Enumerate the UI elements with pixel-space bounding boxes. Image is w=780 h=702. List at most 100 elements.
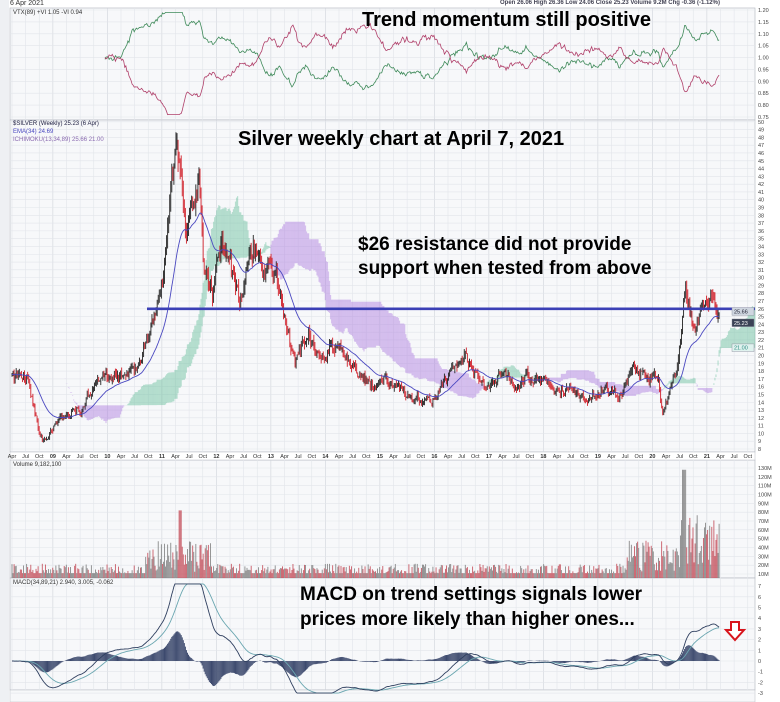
price-y-tick-label: 33 (758, 252, 764, 258)
price-y-tick-label: 38 (758, 213, 764, 219)
price-y-tick-label: 24 (758, 322, 764, 328)
x-tick-label: Apr (553, 454, 562, 460)
x-tick-label: Jul (131, 454, 138, 460)
price-y-tick-label: 36 (758, 229, 764, 235)
macd-y-tick-label: 2 (758, 638, 761, 644)
price-y-tick-label: 15 (758, 392, 764, 398)
price-label-box (731, 307, 755, 316)
price-y-tick-label: 46 (758, 151, 764, 157)
macd-y-tick-label: 5 (758, 606, 761, 612)
volume-y-tick-label: 70M (758, 519, 769, 525)
x-tick-label: 09 (50, 454, 56, 460)
volume-y-tick-label: 80M (758, 510, 769, 516)
price-y-tick-label: 42 (758, 182, 764, 188)
x-tick-label: Jul (186, 454, 193, 460)
price-y-tick-label: 45 (758, 159, 764, 165)
vtx-y-tick-label: 0.80 (758, 103, 769, 109)
x-tick-label: Jul (77, 454, 84, 460)
left-margin-strip (0, 0, 9, 702)
price-y-tick-label: 50 (758, 120, 764, 126)
volume-y-tick-label: 100M (758, 493, 772, 499)
x-tick-label: 11 (159, 454, 165, 460)
x-tick-label: Oct (307, 454, 316, 460)
x-tick-label: 12 (213, 454, 219, 460)
x-tick-label: Jul (731, 454, 738, 460)
x-tick-label: Jul (458, 454, 465, 460)
x-tick-label: Jul (513, 454, 520, 460)
volume-y-tick-label: 10M (758, 572, 769, 578)
price-y-tick-label: 29 (758, 283, 764, 289)
volume-legend: Volume 9,182,100 (13, 462, 62, 468)
ema-34-line (11, 212, 720, 419)
x-tick-label: 17 (486, 454, 492, 460)
price-y-tick-label: 28 (758, 291, 764, 297)
vtx-y-tick-label: 0.95 (758, 67, 769, 73)
volume-y-tick-label: 40M (758, 546, 769, 552)
annotation-vtx: Trend momentum still positive (362, 9, 651, 31)
volume-y-tick-label: 60M (758, 528, 769, 534)
price-y-tick-label: 22 (758, 338, 764, 344)
macd-y-tick-label: 4 (758, 616, 761, 622)
x-tick-label: 21 (704, 454, 710, 460)
x-tick-label: Jul (349, 454, 356, 460)
vtx-y-tick-label: 1.05 (758, 44, 769, 50)
price-y-tick-label: 44 (758, 167, 764, 173)
price-label-box (731, 343, 755, 352)
x-tick-label: Apr (117, 454, 126, 460)
price-y-tick-label: 16 (758, 385, 764, 391)
x-tick-label: Oct (89, 454, 98, 460)
vi-minus-line (104, 22, 720, 116)
vtx-legend: VTX(89) +VI 1.05 -VI 0.94 (13, 10, 83, 16)
price-label: 25.66 (734, 309, 748, 315)
price-y-tick-label: 37 (758, 221, 764, 227)
x-tick-label: Apr (444, 454, 453, 460)
vtx-y-tick-label: 1.10 (758, 32, 769, 38)
vtx-y-tick-label: 0.85 (758, 91, 769, 97)
x-tick-label: Oct (471, 454, 480, 460)
price-y-tick-label: 8 (758, 447, 761, 453)
down-arrow-icon (723, 621, 747, 642)
x-tick-label: Oct (634, 454, 643, 460)
price-y-tick-label: 31 (758, 268, 764, 274)
x-tick-label: Oct (198, 454, 207, 460)
price-y-tick-label: 18 (758, 369, 764, 375)
price-y-tick-label: 30 (758, 276, 764, 282)
price-y-tick-label: 34 (758, 244, 764, 250)
x-tick-label: 15 (377, 454, 383, 460)
x-tick-label: 18 (540, 454, 546, 460)
vtx-y-tick-label: 1.20 (758, 8, 769, 14)
macd-legend: MACD(34,89,21) 2.940, 3.005, -0.062 (13, 580, 114, 586)
volume-y-tick-label: 20M (758, 563, 769, 569)
x-tick-label: Jul (22, 454, 29, 460)
x-axis-band (9, 451, 756, 461)
macd-y-tick-label: 7 (758, 584, 761, 590)
volume-y-tick-label: 30M (758, 554, 769, 560)
macd-line (11, 583, 720, 694)
x-tick-label: Oct (689, 454, 698, 460)
price-y-tick-label: 19 (758, 361, 764, 367)
x-tick-label: Apr (226, 454, 235, 460)
x-tick-label: 19 (595, 454, 601, 460)
vtx-y-tick-label: 0.90 (758, 79, 769, 85)
price-y-tick-label: 17 (758, 377, 764, 383)
macd-y-tick-label: -1 (758, 670, 763, 676)
chart-date: 6 Apr 2021 (10, 0, 44, 7)
x-tick-label: Jul (295, 454, 302, 460)
price-candles (11, 132, 720, 443)
annotation-macd-1: MACD on trend settings signals lower (300, 584, 643, 605)
price-label: 21.00 (734, 346, 748, 352)
annotation-resistance-1: $26 resistance did not provide (358, 234, 632, 255)
x-tick-label: Apr (498, 454, 507, 460)
panel-vtx (9, 7, 756, 121)
price-y-tick-label: 12 (758, 416, 764, 422)
panel-vol (9, 459, 756, 579)
price-y-tick-label: 26 (758, 307, 764, 313)
price-y-tick-label: 23 (758, 330, 764, 336)
x-tick-label: Oct (35, 454, 44, 460)
price-y-tick-label: 39 (758, 206, 764, 212)
x-tick-label: Apr (171, 454, 180, 460)
x-tick-label: Jul (622, 454, 629, 460)
x-tick-label: Jul (240, 454, 247, 460)
bottom-panel (9, 689, 756, 702)
